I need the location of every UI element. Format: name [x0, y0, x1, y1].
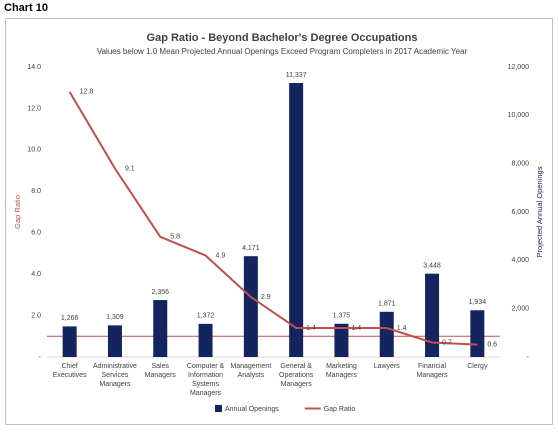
x-tick-label: Marketing Managers [326, 363, 358, 379]
bar [289, 83, 304, 358]
y-tick-label: - [39, 354, 42, 361]
bar [334, 323, 349, 357]
y-tick-label: 2.0 [31, 312, 41, 319]
bar [470, 310, 485, 357]
line-value-label: 0.7 [442, 339, 452, 346]
x-tick-label: Computer & Information Systems Managers [187, 363, 225, 397]
line-value-label: 1.4 [397, 325, 407, 332]
x-tick-label: Lawyers [374, 363, 401, 370]
y2-tick-label: 2,000 [511, 306, 529, 313]
line-value-label: 2.9 [261, 294, 271, 301]
line-value-label: 1.4 [351, 325, 361, 332]
y-tick-label: 8.0 [31, 188, 41, 195]
bar-value-label: 3,448 [423, 263, 441, 270]
bar-value-label: 1,372 [197, 313, 215, 320]
x-tick-label: Management Analysts [230, 363, 271, 379]
line-value-label: 9.1 [125, 165, 135, 172]
chart-title: Gap Ratio - Beyond Bachelor's Degree Occ… [147, 32, 418, 44]
bar-value-label: 11,337 [286, 72, 307, 79]
legend-label: Annual Openings [225, 406, 279, 413]
bar-value-label: 1,375 [333, 313, 351, 320]
chart-border [5, 18, 553, 425]
y-tick-label: 14.0 [27, 64, 41, 71]
bar-value-label: 1,309 [106, 314, 124, 321]
y2-tick-label: 12,000 [508, 64, 530, 71]
y2-tick-label: 6,000 [511, 209, 529, 216]
legend-label: Gap Ratio [324, 406, 356, 413]
line-value-label: 12.8 [80, 89, 94, 96]
line-value-label: 1.4 [306, 325, 316, 332]
y-tick-label: 12.0 [27, 105, 41, 112]
bar [62, 326, 77, 357]
y-axis-title: Gap Ratio [13, 195, 22, 229]
y2-axis-title: Projected Annual Openings [535, 166, 544, 257]
y2-tick-label: 10,000 [508, 112, 530, 119]
line-value-label: 4.9 [216, 252, 226, 259]
bar-value-label: 1,871 [378, 301, 396, 308]
bar [379, 311, 394, 357]
y2-tick-label: - [527, 354, 530, 361]
y-tick-label: 6.0 [31, 230, 41, 237]
y-tick-label: 10.0 [27, 147, 41, 154]
line-series [68, 91, 478, 346]
y-tick-label: 4.0 [31, 271, 41, 278]
bar-value-label: 4,171 [242, 245, 260, 252]
bar-value-label: 1,266 [61, 315, 79, 322]
bar-value-label: 1,934 [469, 299, 487, 306]
bar [153, 300, 168, 357]
bar [425, 273, 440, 357]
bar-value-label: 2,356 [151, 289, 169, 296]
page-label: Chart 10 [4, 2, 48, 14]
line-value-label: 0.6 [487, 341, 497, 348]
x-tick-label: Clergy [467, 363, 488, 370]
x-tick-label: Sales Managers [145, 363, 177, 379]
bar [107, 325, 122, 357]
bar [198, 323, 213, 357]
bar [243, 256, 258, 357]
x-tick-label: Financial Managers [416, 363, 448, 379]
legend-swatch [215, 405, 222, 412]
y2-tick-label: 4,000 [511, 257, 529, 264]
x-tick-label: Chief Executives [53, 363, 87, 379]
y2-tick-label: 8,000 [511, 161, 529, 168]
x-tick-label: Administrative Services Managers [93, 363, 137, 388]
x-tick-label: General & Operations Managers [279, 363, 314, 388]
chart-subtitle: Values below 1.0 Mean Projected Annual O… [97, 47, 468, 56]
line-value-label: 5.8 [170, 234, 180, 241]
